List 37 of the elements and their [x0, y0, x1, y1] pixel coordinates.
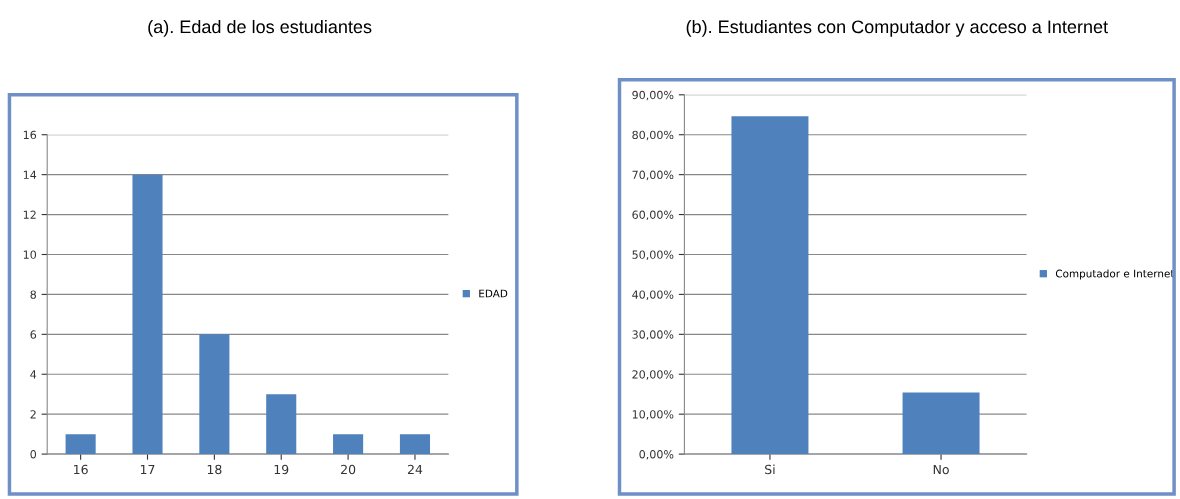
bar — [399, 434, 431, 455]
bar — [266, 394, 297, 455]
bar — [132, 174, 163, 455]
y-tick-label: 14 — [23, 170, 37, 179]
y-tick-label: 8 — [30, 290, 37, 299]
chart-title: (b). Estudiantes con Computador y acceso a Internet — [686, 19, 1108, 37]
x-tick-label: 16 — [74, 464, 88, 475]
y-tick-label: 90,00% — [632, 90, 674, 101]
y-tick-label: 80,00% — [632, 130, 674, 141]
y-tick-label: 20,00% — [632, 370, 674, 380]
y-tick-label: 12 — [23, 210, 36, 219]
y-tick-label: 50,00% — [632, 250, 674, 260]
y-tick-label: 0 — [30, 450, 37, 459]
x-tick-label: Si — [765, 464, 775, 475]
x-tick-label: 18 — [207, 464, 222, 475]
x-tick-label: 19 — [274, 464, 289, 475]
y-tick-label: 40,00% — [632, 290, 674, 300]
y-tick-label: 60,00% — [632, 210, 674, 221]
y-tick-label: 30,00% — [632, 330, 674, 340]
bar — [333, 434, 364, 455]
y-tick-label: 10 — [23, 250, 37, 259]
y-tick-label: 2 — [30, 410, 36, 419]
y-tick-label: 0,00% — [639, 450, 674, 460]
bar — [199, 334, 230, 455]
x-tick-label: 24 — [407, 464, 423, 474]
x-tick-label: No — [933, 464, 949, 475]
legend-label: Computador e Internet — [1055, 269, 1175, 280]
bar — [65, 434, 96, 455]
legend-label: EDAD — [479, 289, 508, 298]
x-tick-label: 17 — [140, 464, 155, 474]
y-tick-label: 4 — [30, 370, 37, 379]
y-tick-label: 10,00% — [632, 410, 674, 420]
x-tick-label: 20 — [341, 464, 356, 475]
chart-title: (a). Edad de los estudiantes — [148, 19, 372, 37]
y-tick-label: 6 — [30, 330, 37, 339]
y-tick-label: 70,00% — [632, 170, 674, 181]
y-tick-label: 16 — [23, 130, 37, 140]
